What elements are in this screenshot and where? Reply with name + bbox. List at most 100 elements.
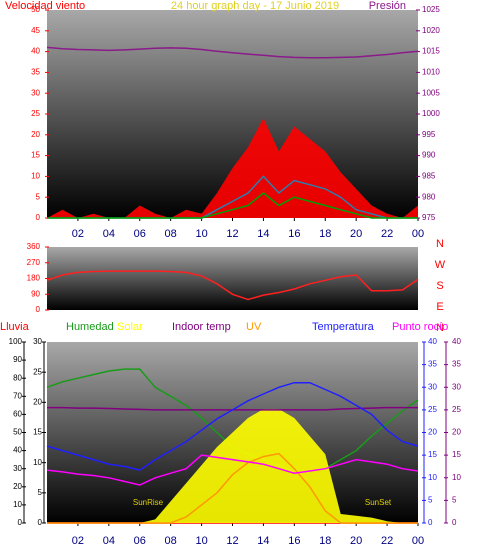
y-tick-label: 70 [13, 391, 22, 400]
y-tick-label: 1010 [422, 68, 440, 77]
y-tick-label: 25 [31, 109, 40, 118]
x-tick-label: 06 [134, 228, 146, 240]
y-tick-label: 10 [13, 500, 22, 509]
y-tick-label: 1000 [422, 109, 440, 118]
y-tick-label: 5 [428, 495, 433, 504]
x-tick-label: 06 [134, 535, 146, 547]
y-tick-label: 30 [33, 337, 42, 346]
y-tick-label: 10 [452, 473, 461, 482]
y-tick-label: 0 [428, 518, 433, 527]
legend-label: Solar [117, 321, 143, 333]
y-tick-label: 30 [452, 382, 461, 391]
y-tick-label: 270 [27, 258, 41, 267]
series-line [46, 270, 419, 301]
series-line [46, 381, 419, 471]
x-tick-label: 22 [381, 535, 393, 547]
y-tick-label: 100 [9, 337, 23, 346]
y-tick-label: 50 [13, 428, 22, 437]
x-tick-label: 14 [257, 535, 269, 547]
x-tick-label: 22 [381, 228, 393, 240]
annotation: SunSet [365, 498, 392, 507]
x-tick-label: 12 [226, 535, 238, 547]
direction-label: W [435, 259, 446, 271]
y-tick-label: 40 [452, 337, 461, 346]
y-tick-label: 15 [31, 151, 40, 160]
y-tick-label: 80 [13, 373, 22, 382]
y-tick-label: 0 [38, 518, 43, 527]
y-tick-label: 20 [452, 428, 461, 437]
y-tick-label: 1015 [422, 47, 440, 56]
legend-label: UV [246, 321, 262, 333]
x-tick-label: 18 [319, 535, 331, 547]
x-tick-label: 14 [257, 228, 269, 240]
chart-title: 24 hour graph day - 17 Junio 2019 [171, 0, 339, 12]
y-tick-label: 10 [33, 458, 42, 467]
x-tick-label: 00 [412, 228, 424, 240]
y-tick-label: 980 [422, 192, 436, 201]
x-tick-label: 10 [195, 535, 207, 547]
direction-label: N [436, 322, 444, 334]
y-tick-label: 15 [33, 428, 42, 437]
series-line [47, 452, 418, 524]
series-line [46, 46, 419, 59]
y-tick-label: 30 [31, 88, 40, 97]
direction-label: N [436, 238, 444, 250]
series-area [47, 409, 418, 523]
y-tick-label: 50 [31, 5, 40, 14]
x-tick-label: 18 [319, 228, 331, 240]
legend-label: Velocidad viento [5, 0, 85, 12]
y-tick-label: 0 [36, 213, 41, 222]
y-tick-label: 0 [452, 518, 457, 527]
direction-label: E [436, 301, 443, 313]
y-tick-label: 60 [13, 410, 22, 419]
y-tick-label: 35 [452, 360, 461, 369]
annotation: SunRise [133, 498, 164, 507]
y-tick-label: 975 [422, 213, 436, 222]
x-tick-label: 04 [103, 228, 115, 240]
y-tick-label: 180 [27, 274, 41, 283]
y-tick-label: 40 [13, 446, 22, 455]
y-tick-label: 40 [428, 337, 437, 346]
legend-label: Indoor temp [172, 321, 231, 333]
x-tick-label: 10 [195, 228, 207, 240]
y-tick-label: 25 [452, 405, 461, 414]
y-tick-label: 360 [27, 242, 41, 251]
series-line [47, 192, 418, 219]
legend-label: Lluvia [0, 321, 30, 333]
x-tick-label: 12 [226, 228, 238, 240]
plot-background [47, 247, 418, 310]
legend-label: Humedad [66, 321, 114, 333]
series-area [47, 118, 418, 218]
x-tick-label: 16 [288, 228, 300, 240]
y-tick-label: 990 [422, 151, 436, 160]
x-tick-label: 02 [72, 228, 84, 240]
x-tick-label: 00 [412, 535, 424, 547]
x-tick-label: 04 [103, 535, 115, 547]
y-tick-label: 1025 [422, 5, 440, 14]
y-tick-label: 20 [31, 130, 40, 139]
y-tick-label: 20 [33, 397, 42, 406]
legend-label: Punto rocío [392, 321, 448, 333]
y-tick-label: 0 [36, 305, 41, 314]
y-tick-label: 1020 [422, 26, 440, 35]
y-tick-label: 10 [428, 473, 437, 482]
y-tick-label: 10 [31, 172, 40, 181]
series-line [46, 454, 419, 486]
x-tick-label: 08 [165, 228, 177, 240]
y-tick-label: 985 [422, 172, 436, 181]
y-tick-label: 90 [31, 289, 40, 298]
direction-label: S [436, 280, 443, 292]
x-tick-label: 20 [350, 228, 362, 240]
y-tick-label: 15 [452, 450, 461, 459]
y-tick-label: 40 [31, 47, 40, 56]
x-tick-label: 16 [288, 535, 300, 547]
y-tick-label: 35 [31, 68, 40, 77]
y-tick-label: 25 [428, 405, 437, 414]
y-tick-label: 20 [428, 428, 437, 437]
y-tick-label: 35 [428, 360, 437, 369]
y-tick-label: 5 [36, 192, 41, 201]
x-tick-label: 20 [350, 535, 362, 547]
y-tick-label: 15 [428, 450, 437, 459]
y-tick-label: 25 [33, 367, 42, 376]
